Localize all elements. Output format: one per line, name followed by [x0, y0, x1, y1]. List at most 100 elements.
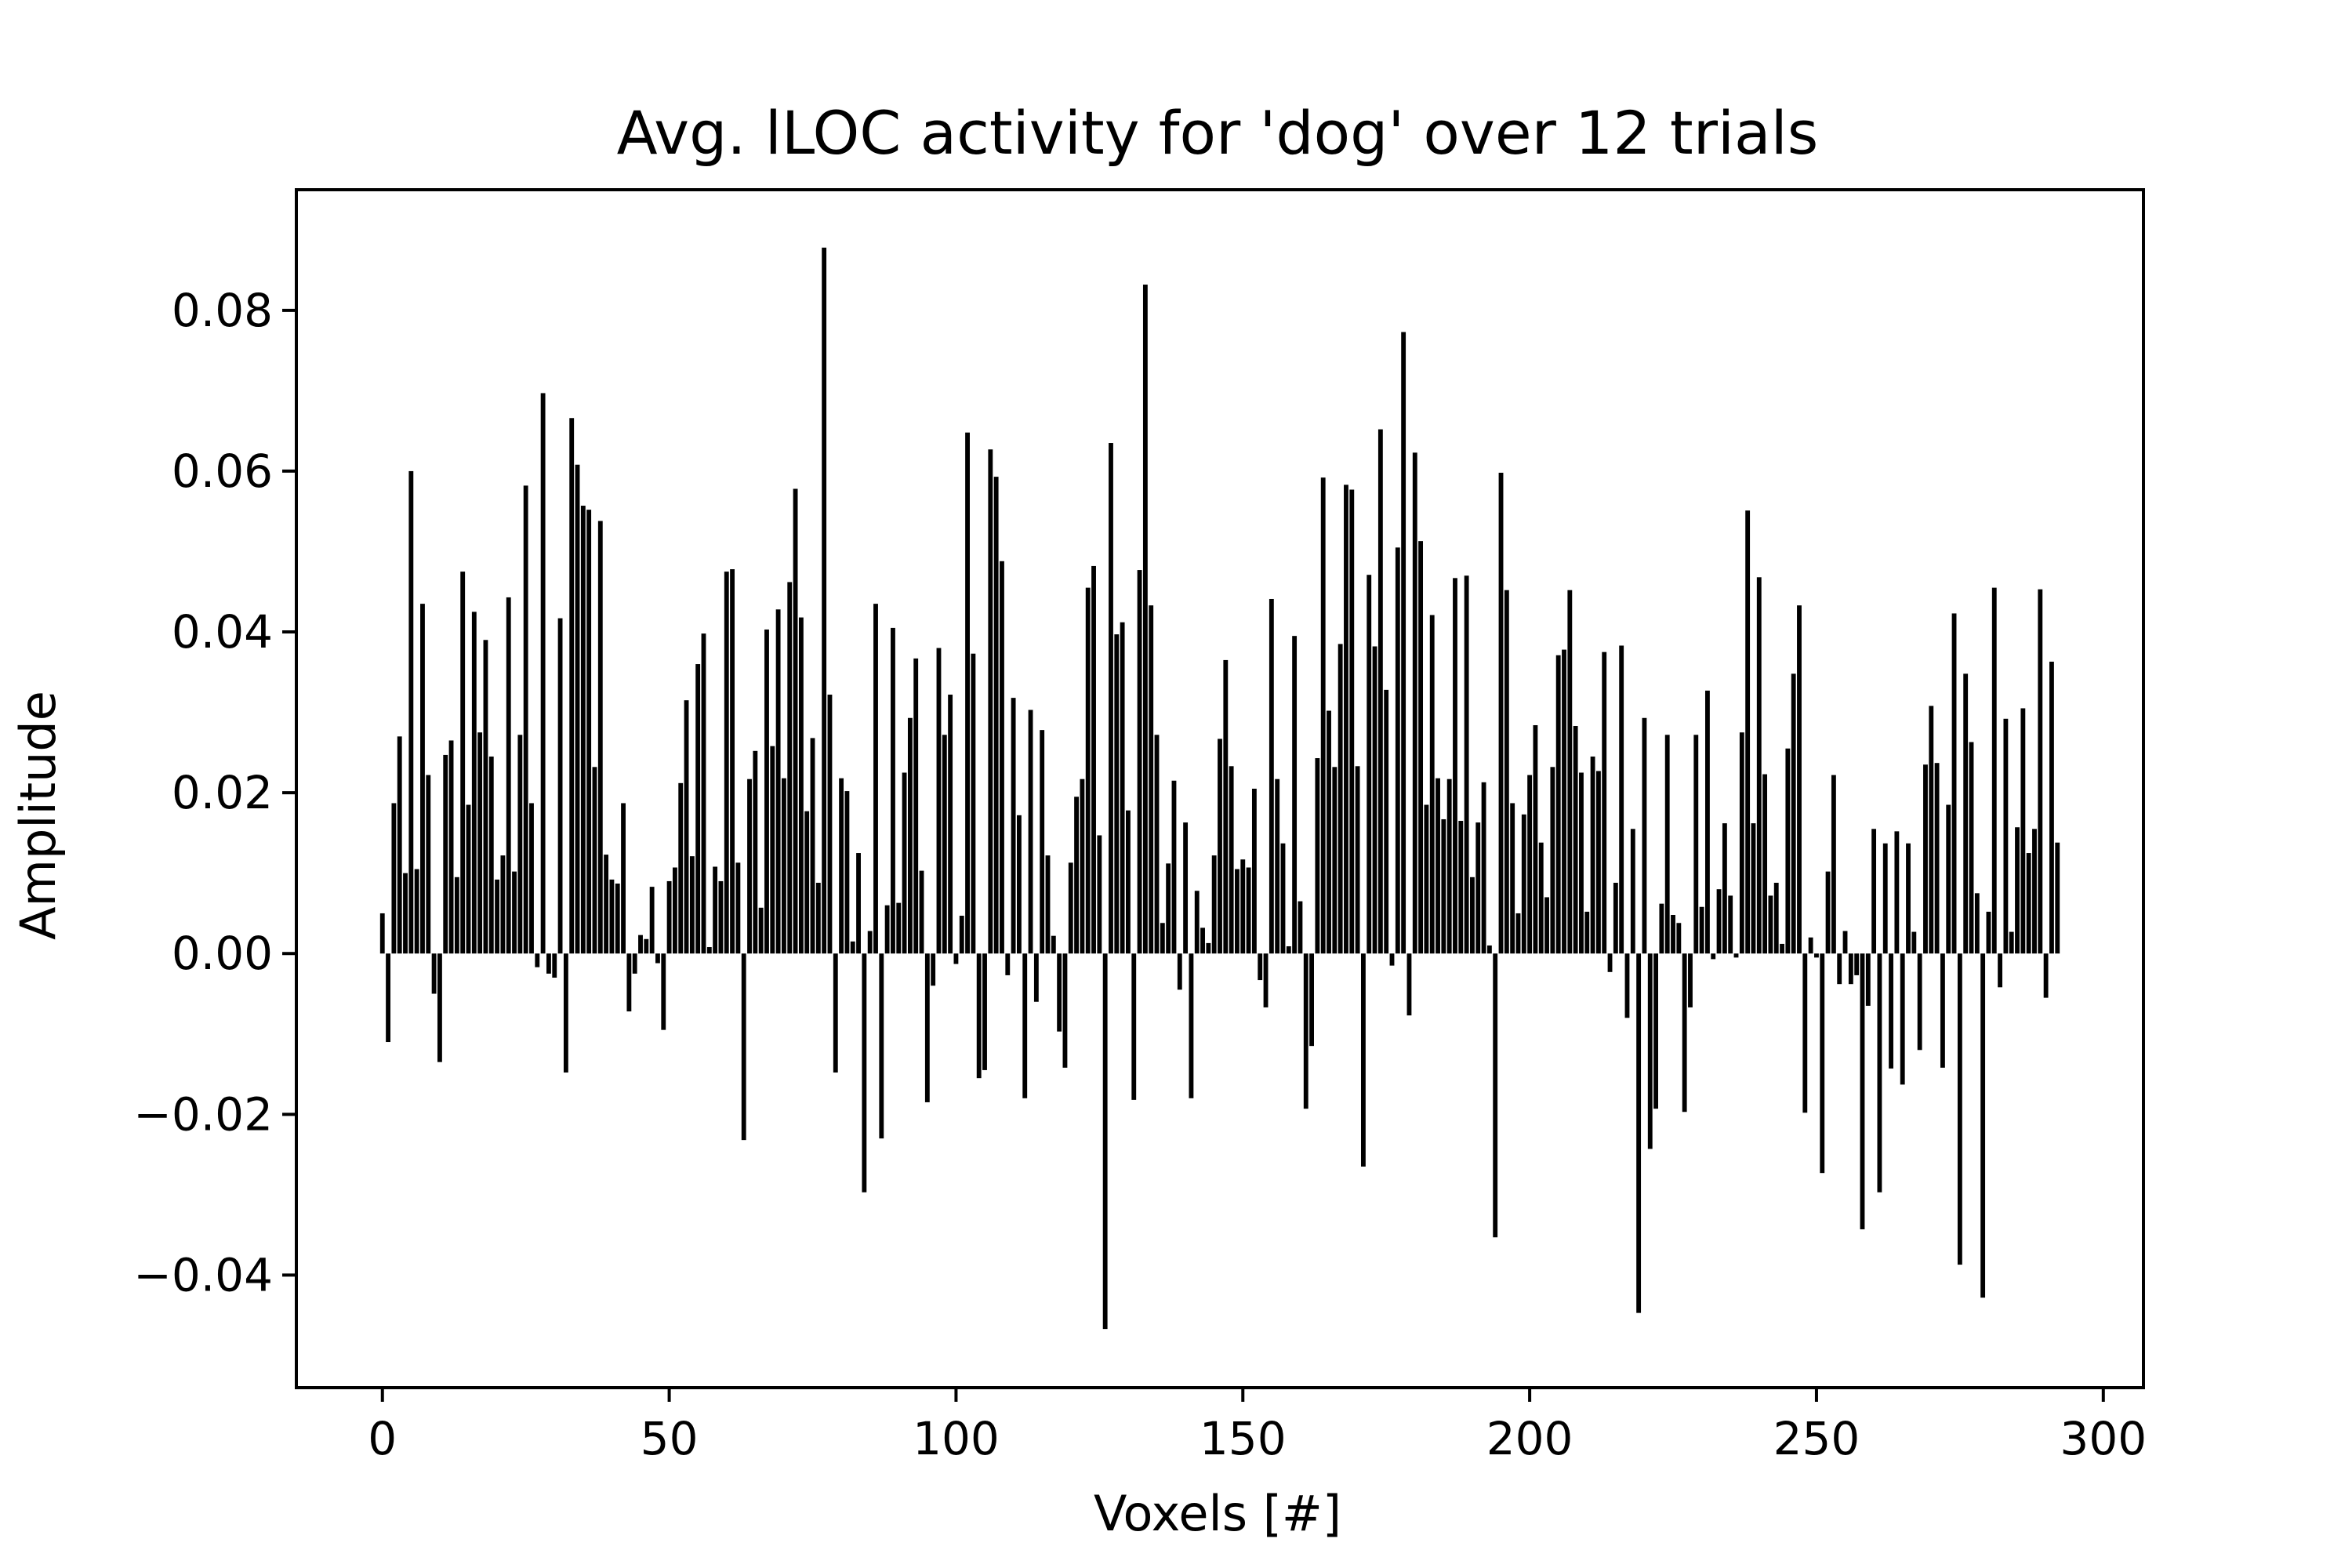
bar: [1871, 829, 1877, 954]
bar: [976, 953, 982, 1079]
bar: [793, 488, 798, 954]
bar: [1080, 779, 1085, 954]
bar: [1102, 953, 1108, 1330]
bar: [1934, 763, 1940, 954]
bar: [1109, 443, 1113, 954]
bar: [569, 418, 575, 954]
bar: [1974, 893, 1980, 954]
bar: [1739, 732, 1744, 954]
bar: [1653, 953, 1659, 1109]
bar: [1057, 953, 1062, 1032]
bar: [2043, 953, 2049, 998]
bar: [1808, 937, 1813, 954]
bar: [638, 935, 643, 954]
bar: [1269, 598, 1274, 954]
bar: [718, 880, 724, 954]
y-tick-label: 0.04: [172, 605, 273, 659]
bar: [1820, 953, 1825, 1174]
bar: [1911, 931, 1917, 954]
bar: [391, 803, 397, 954]
bar: [815, 882, 821, 954]
bar: [1424, 804, 1429, 954]
bar: [1584, 911, 1590, 954]
bar: [1258, 953, 1263, 981]
bar: [1085, 587, 1091, 954]
bar: [592, 767, 597, 954]
bar: [1149, 605, 1154, 954]
bar: [535, 953, 540, 967]
bar: [1240, 859, 1246, 954]
bar: [506, 597, 511, 954]
bar: [1280, 843, 1286, 954]
bar: [856, 853, 861, 954]
bar: [1894, 831, 1900, 954]
bar: [1664, 735, 1670, 954]
bar: [386, 953, 390, 1043]
plot-area-frame: [295, 188, 2145, 1389]
bar: [1045, 855, 1051, 954]
bar: [913, 658, 919, 954]
y-tick-label: −0.04: [133, 1248, 273, 1301]
bar: [1074, 797, 1080, 954]
bar: [1860, 953, 1865, 1229]
bar: [1607, 953, 1613, 972]
bar: [586, 510, 592, 954]
x-tick-label: 100: [913, 1412, 1000, 1465]
bar: [1355, 766, 1360, 954]
x-tick-label: 300: [2060, 1412, 2147, 1465]
bar: [2049, 661, 2054, 954]
bar: [1292, 636, 1298, 954]
bar: [471, 612, 477, 954]
bar: [448, 740, 454, 954]
bar: [575, 464, 580, 954]
bar: [1550, 767, 1555, 954]
y-tick-label: 0.06: [172, 445, 273, 498]
bar: [959, 916, 964, 954]
bar: [1441, 818, 1446, 954]
bar: [948, 695, 953, 954]
bar: [758, 907, 764, 954]
bar: [1022, 953, 1028, 1098]
bar: [924, 953, 930, 1102]
bar: [862, 953, 867, 1192]
bar: [1251, 789, 1257, 954]
bar: [1131, 953, 1137, 1100]
bar: [1418, 541, 1424, 954]
bar: [552, 953, 557, 978]
x-tick-label: 0: [368, 1412, 397, 1465]
bar: [1831, 775, 1836, 954]
bar: [1538, 842, 1544, 954]
bar: [1917, 953, 1922, 1051]
bar: [1464, 575, 1469, 954]
bar: [936, 648, 942, 954]
bar: [1688, 953, 1693, 1007]
bar: [1940, 953, 1945, 1068]
bar: [822, 247, 827, 954]
bar: [1235, 869, 1240, 954]
chart-title: Avg. lLOC activity for 'dog' over 12 tri…: [617, 98, 1819, 168]
bar: [500, 855, 506, 954]
bar: [397, 736, 402, 954]
bar: [1315, 758, 1320, 954]
bar: [512, 871, 517, 954]
bar: [563, 953, 568, 1073]
bar: [2026, 853, 2031, 954]
bar: [678, 782, 684, 954]
bar: [1642, 717, 1647, 954]
bar: [615, 884, 620, 954]
bar: [1114, 634, 1120, 954]
bar: [414, 869, 419, 954]
bar: [1395, 547, 1400, 954]
bar: [798, 617, 804, 954]
x-axis-label: Voxels [#]: [1094, 1485, 1341, 1542]
bar: [684, 700, 689, 954]
bar: [1504, 590, 1509, 954]
bar: [477, 732, 483, 954]
bar: [1177, 953, 1182, 990]
bar: [1745, 510, 1751, 954]
bar: [644, 938, 649, 954]
x-tick-label: 50: [641, 1412, 699, 1465]
bar: [2020, 708, 2026, 954]
bar: [1401, 332, 1406, 954]
